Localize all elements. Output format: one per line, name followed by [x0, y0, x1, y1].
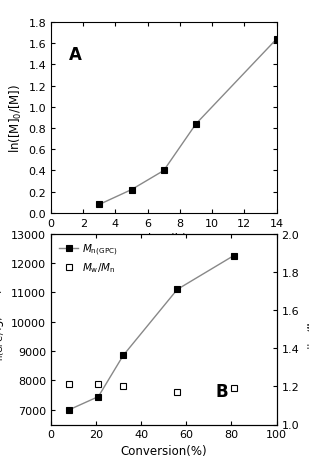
- Y-axis label: ln([M]$_0$/[M]): ln([M]$_0$/[M]): [8, 84, 24, 153]
- $M_{\mathrm{n(GPC)}}$: [176, 287, 179, 292]
- $M_{\mathrm{n(GPC)}}$: [232, 253, 235, 259]
- $M_{\mathrm{w}}$/$M_{\mathrm{n}}$: [121, 384, 125, 389]
- Line: $M_{\mathrm{n(GPC)}}$: $M_{\mathrm{n(GPC)}}$: [66, 252, 237, 414]
- Y-axis label: $M_{\mathrm{n(GPC)}}$(g/mol): $M_{\mathrm{n(GPC)}}$(g/mol): [0, 288, 7, 370]
- $M_{\mathrm{w}}$/$M_{\mathrm{n}}$: [232, 386, 235, 391]
- Line: $M_{\mathrm{w}}$/$M_{\mathrm{n}}$: $M_{\mathrm{w}}$/$M_{\mathrm{n}}$: [66, 381, 237, 396]
- X-axis label: Conversion(%): Conversion(%): [121, 443, 207, 457]
- Legend: $M_{\mathrm{n(GPC)}}$, $M_{\mathrm{w}}$/$M_{\mathrm{n}}$: $M_{\mathrm{n(GPC)}}$, $M_{\mathrm{w}}$/…: [56, 239, 121, 278]
- $M_{\mathrm{w}}$/$M_{\mathrm{n}}$: [176, 389, 179, 395]
- $M_{\mathrm{n(GPC)}}$: [96, 394, 100, 399]
- $M_{\mathrm{w}}$/$M_{\mathrm{n}}$: [67, 382, 71, 387]
- $M_{\mathrm{n(GPC)}}$: [67, 407, 71, 413]
- $M_{\mathrm{w}}$/$M_{\mathrm{n}}$: [96, 382, 100, 387]
- X-axis label: Time(h): Time(h): [141, 232, 187, 246]
- Y-axis label: $M_{\mathrm{w}}$/$M_{\mathrm{n}}$: $M_{\mathrm{w}}$/$M_{\mathrm{n}}$: [303, 310, 309, 348]
- $M_{\mathrm{n(GPC)}}$: [121, 353, 125, 358]
- Text: A: A: [69, 46, 82, 64]
- Text: B: B: [216, 382, 228, 400]
